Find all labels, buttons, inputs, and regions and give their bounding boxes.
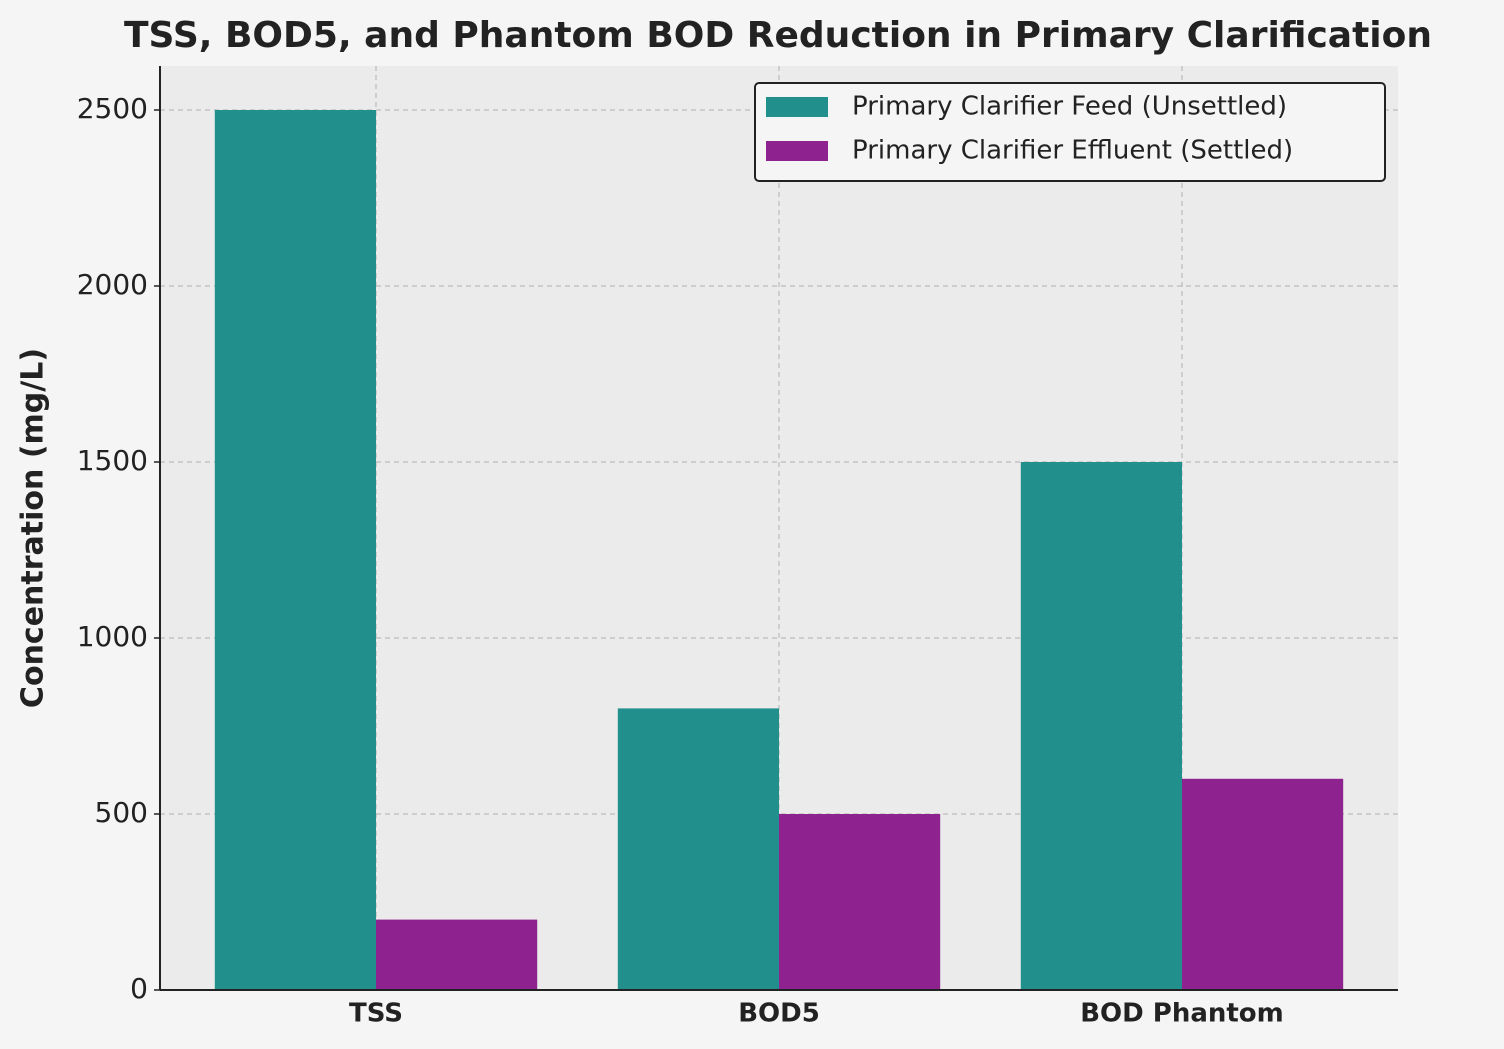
x-tick-label: TSS <box>349 999 403 1029</box>
bar <box>779 814 941 990</box>
y-tick-label: 2000 <box>77 268 148 301</box>
legend-swatch <box>766 141 828 161</box>
y-tick-label: 0 <box>130 972 148 1005</box>
bar <box>1181 778 1344 990</box>
bar <box>1020 462 1182 990</box>
legend-swatch <box>766 97 828 117</box>
bar <box>617 708 779 990</box>
legend-label: Primary Clarifier Effluent (Settled) <box>852 136 1293 166</box>
y-tick-label: 2500 <box>77 92 148 125</box>
legend-label: Primary Clarifier Feed (Unsettled) <box>852 92 1287 122</box>
x-tick-label: BOD5 <box>738 999 820 1029</box>
x-tick-label: BOD Phantom <box>1080 999 1284 1029</box>
y-tick-label: 1500 <box>77 444 148 477</box>
chart-title: TSS, BOD5, and Phantom BOD Reduction in … <box>124 15 1432 56</box>
bar <box>214 110 377 990</box>
y-axis-label: Concentration (mg/L) <box>16 348 51 708</box>
legend-box <box>754 82 1386 182</box>
bar <box>376 919 538 990</box>
y-tick-label: 1000 <box>77 620 148 653</box>
y-tick-label: 500 <box>95 796 148 829</box>
